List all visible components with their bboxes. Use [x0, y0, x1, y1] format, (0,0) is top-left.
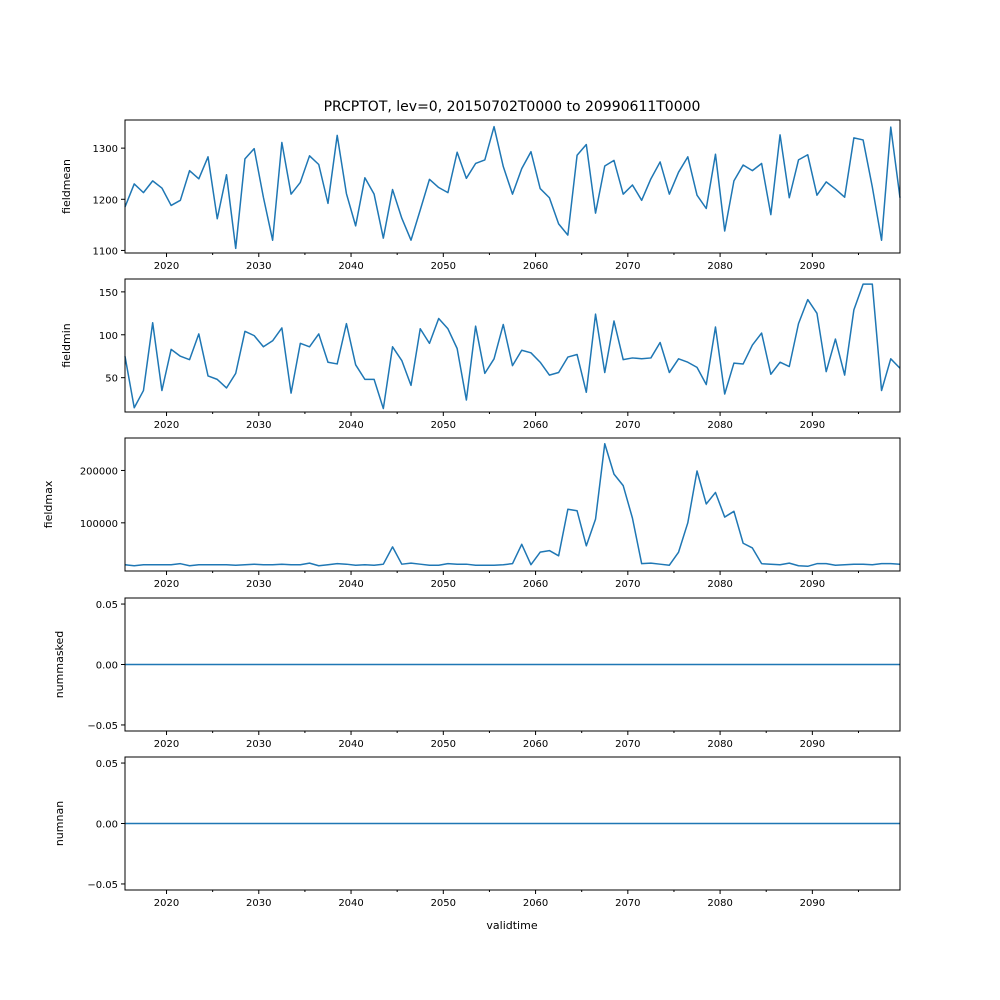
axes-frame-fieldmax [124, 437, 901, 572]
x-axis-label: validtime [486, 919, 537, 932]
x-tick-label-numnan: 2070 [615, 898, 640, 909]
x-tick-label-fieldmax: 2070 [615, 579, 640, 590]
x-tick-label-numnan: 2050 [431, 898, 456, 909]
y-tick-label-numnan: 0.05 [96, 759, 118, 770]
x-tick-label-numnan: 2020 [154, 898, 179, 909]
x-tick-label-numnan: 2090 [800, 898, 825, 909]
x-tick-label-fieldmin: 2020 [154, 420, 179, 431]
y-axis-label-fieldmax: fieldmax [42, 480, 55, 528]
x-tick-label-fieldmax: 2060 [523, 579, 548, 590]
y-tick-label-numnan: −0.05 [87, 880, 118, 891]
y-tick-label-fieldmin: 100 [99, 331, 118, 342]
y-tick-label-fieldmax: 200000 [80, 466, 118, 477]
x-tick-label-fieldmax: 2080 [707, 579, 732, 590]
y-tick-label-nummasked: 0.00 [96, 661, 118, 672]
x-tick-label-fieldmin: 2050 [431, 420, 456, 431]
x-tick-label-nummasked: 2030 [246, 739, 271, 750]
panel-fieldmin: 50 100 150 2020 2030 2040 2050 2060 2070 2080 2090… [60, 278, 901, 431]
x-tick-label-nummasked: 2040 [338, 739, 363, 750]
x-tick-label-nummasked: 2090 [800, 739, 825, 750]
series-line-fieldmin [124, 283, 901, 410]
x-tick-label-fieldmean: 2090 [800, 261, 825, 272]
x-tick-label-nummasked: 2080 [707, 739, 732, 750]
y-axis-label-numnan: numnan [53, 801, 66, 846]
x-tick-label-fieldmin: 2080 [707, 420, 732, 431]
y-tick-label-fieldmax: 100000 [80, 519, 118, 530]
panel-numnan: −0.05 0.00 0.05 2020 2030 2040 2050 2060 2070 208… [53, 756, 901, 909]
series-line-fieldmax [124, 443, 901, 568]
x-tick-label-fieldmean: 2020 [154, 261, 179, 272]
x-tick-label-numnan: 2060 [523, 898, 548, 909]
y-tick-label-nummasked: −0.05 [87, 721, 118, 732]
axes-frame-fieldmean [124, 119, 901, 254]
x-tick-label-fieldmax: 2040 [338, 579, 363, 590]
x-tick-label-fieldmin: 2040 [338, 420, 363, 431]
y-tick-label-fieldmean: 1200 [93, 195, 118, 206]
y-tick-label-fieldmin: 150 [99, 288, 118, 299]
x-tick-label-fieldmean: 2060 [523, 261, 548, 272]
panel-fieldmax: 100000 200000 2020 2030 2040 2050 2060 2070 2080… [42, 437, 901, 590]
x-tick-label-numnan: 2040 [338, 898, 363, 909]
x-tick-label-fieldmean: 2040 [338, 261, 363, 272]
x-tick-label-fieldmean: 2070 [615, 261, 640, 272]
x-tick-label-nummasked: 2070 [615, 739, 640, 750]
x-tick-label-fieldmin: 2090 [800, 420, 825, 431]
x-tick-label-fieldmin: 2060 [523, 420, 548, 431]
x-tick-label-fieldmax: 2030 [246, 579, 271, 590]
y-tick-label-nummasked: 0.05 [96, 600, 118, 611]
panel-fieldmean: 1100 1200 1300 2020 2030 2040 2050 2060 2070 2080… [60, 119, 901, 272]
x-tick-label-fieldmax: 2090 [800, 579, 825, 590]
x-tick-label-numnan: 2080 [707, 898, 732, 909]
x-tick-label-nummasked: 2060 [523, 739, 548, 750]
x-tick-label-fieldmean: 2050 [431, 261, 456, 272]
x-tick-label-fieldmax: 2050 [431, 579, 456, 590]
y-axis-label-fieldmin: fieldmin [60, 323, 73, 368]
chart-title: PRCPTOT, lev=0, 20150702T0000 to 2099061… [324, 99, 701, 115]
series-line-fieldmean [124, 125, 901, 250]
x-tick-label-nummasked: 2020 [154, 739, 179, 750]
y-tick-label-fieldmin: 50 [105, 374, 118, 385]
x-tick-label-fieldmax: 2020 [154, 579, 179, 590]
axes-frame-fieldmin [124, 278, 901, 413]
y-axis-label-nummasked: nummasked [53, 631, 66, 699]
x-tick-label-fieldmean: 2030 [246, 261, 271, 272]
y-tick-label-numnan: 0.00 [96, 820, 118, 831]
x-tick-label-fieldmin: 2030 [246, 420, 271, 431]
x-tick-label-fieldmean: 2080 [707, 261, 732, 272]
y-axis-label-fieldmean: fieldmean [60, 159, 73, 214]
y-tick-label-fieldmean: 1100 [93, 246, 118, 257]
x-tick-label-numnan: 2030 [246, 898, 271, 909]
panels: 1100 1200 1300 2020 2030 2040 2050 2060 2070 2080… [42, 119, 901, 909]
x-tick-label-fieldmin: 2070 [615, 420, 640, 431]
x-tick-label-nummasked: 2050 [431, 739, 456, 750]
panel-nummasked: −0.05 0.00 0.05 2020 2030 2040 2050 2060 2070 208… [53, 597, 901, 750]
y-tick-label-fieldmean: 1300 [93, 144, 118, 155]
